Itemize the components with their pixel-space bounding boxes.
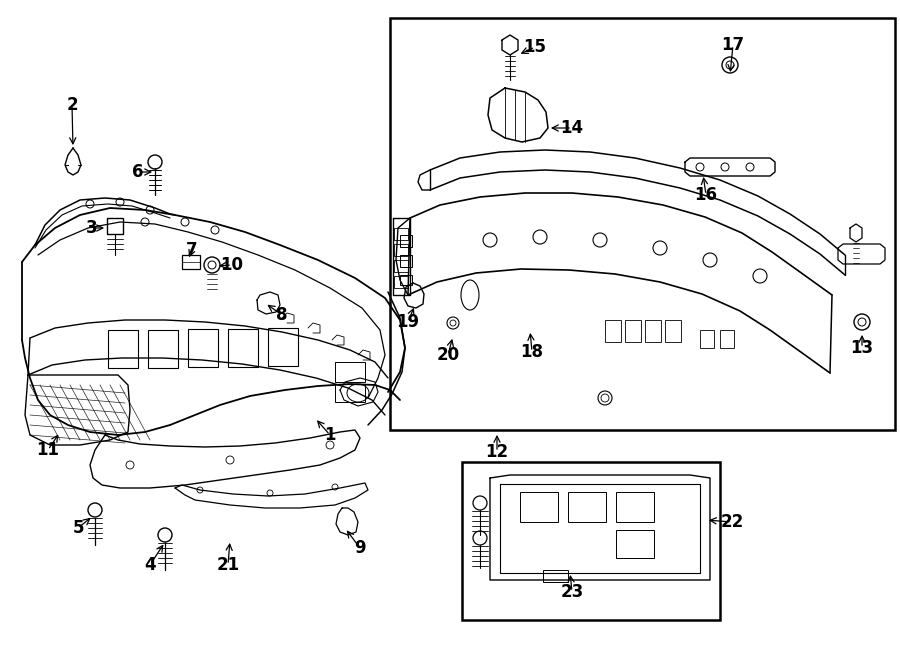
- Text: 17: 17: [722, 36, 744, 54]
- Text: 12: 12: [485, 443, 508, 461]
- Text: 13: 13: [850, 339, 874, 357]
- Text: 22: 22: [720, 513, 743, 531]
- Bar: [108, 330, 138, 368]
- Text: 1: 1: [324, 426, 336, 444]
- Text: 2: 2: [67, 96, 77, 114]
- Text: 10: 10: [220, 256, 244, 274]
- Text: 8: 8: [276, 306, 288, 324]
- Bar: [645, 320, 661, 342]
- Bar: [107, 218, 123, 234]
- Bar: [400, 275, 412, 285]
- Bar: [625, 320, 641, 342]
- Text: 18: 18: [520, 343, 544, 361]
- Text: 14: 14: [561, 119, 583, 137]
- Text: 5: 5: [72, 519, 84, 537]
- Bar: [400, 255, 412, 267]
- Bar: [394, 276, 408, 288]
- Text: 11: 11: [37, 441, 59, 459]
- Text: 21: 21: [216, 556, 239, 574]
- Text: 15: 15: [524, 38, 546, 56]
- Text: 23: 23: [561, 583, 583, 601]
- Bar: [394, 228, 408, 240]
- Bar: [720, 330, 734, 348]
- Bar: [616, 530, 654, 558]
- Bar: [228, 329, 258, 366]
- Text: 6: 6: [132, 163, 144, 181]
- Text: 16: 16: [695, 186, 717, 204]
- Bar: [268, 328, 298, 366]
- Text: 4: 4: [144, 556, 156, 574]
- Bar: [148, 329, 178, 368]
- Bar: [520, 492, 558, 522]
- Bar: [665, 320, 681, 342]
- Bar: [188, 329, 218, 367]
- Bar: [394, 244, 408, 256]
- Bar: [462, 462, 720, 620]
- Bar: [616, 492, 654, 522]
- Bar: [182, 255, 200, 269]
- Bar: [400, 235, 412, 247]
- Text: 3: 3: [86, 219, 98, 237]
- Bar: [568, 492, 606, 522]
- Bar: [394, 260, 408, 272]
- Bar: [335, 362, 365, 382]
- Bar: [390, 18, 895, 430]
- Bar: [335, 384, 365, 402]
- Bar: [700, 330, 714, 348]
- Text: 9: 9: [355, 539, 365, 557]
- Bar: [543, 570, 568, 582]
- Text: 20: 20: [436, 346, 460, 364]
- Text: 7: 7: [186, 241, 198, 259]
- Bar: [605, 320, 621, 342]
- Text: 19: 19: [396, 313, 419, 331]
